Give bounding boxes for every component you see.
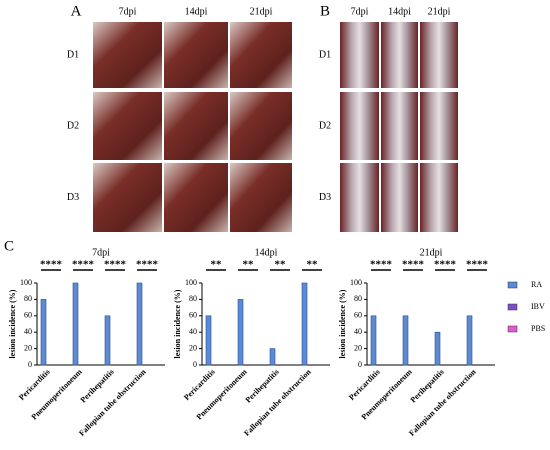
y-tick-label: 80: [24, 294, 32, 303]
significance-label: ****: [104, 259, 127, 271]
significance-label: **: [211, 259, 223, 271]
legend-label: PBS: [531, 324, 545, 333]
y-axis-label: lesion incidence (%): [338, 289, 347, 358]
significance-label: ****: [402, 259, 425, 271]
significance-label: ****: [466, 259, 489, 271]
y-tick-label: 60: [24, 311, 32, 320]
photo: [230, 163, 292, 232]
chart-title: 21dpi: [420, 247, 443, 258]
bar: [40, 299, 47, 366]
y-tick-label: 80: [189, 294, 197, 303]
y-tick-label: 20: [24, 343, 32, 352]
bar: [301, 282, 308, 366]
photo: [381, 22, 418, 88]
legend-swatch: [507, 325, 518, 333]
y-tick-label: 40: [24, 327, 32, 336]
y-tick-label: 100: [185, 278, 197, 287]
y-tick-label: 60: [354, 311, 362, 320]
significance-label: **: [275, 259, 287, 271]
column-label: 14dpi: [185, 6, 208, 17]
photo: [164, 92, 228, 160]
y-axis-label: lesion incidence (%): [8, 289, 17, 358]
photo: [340, 163, 379, 232]
photo: [93, 92, 162, 160]
column-label: 7dpi: [119, 6, 137, 17]
row-label: D3: [319, 192, 331, 203]
bar: [269, 348, 276, 366]
panel-label: A: [71, 3, 82, 19]
y-tick-label: 40: [354, 327, 362, 336]
row-label: D1: [67, 49, 79, 60]
y-tick-label: 40: [189, 327, 197, 336]
column-label: 21dpi: [428, 6, 451, 17]
y-tick-label: 100: [350, 278, 362, 287]
row-label: D2: [67, 120, 79, 131]
bar: [402, 315, 409, 366]
significance-label: ****: [370, 259, 393, 271]
x-tick-label: Fallopian tube obstruction: [407, 367, 478, 438]
significance-label: ****: [72, 259, 95, 271]
significance-label: **: [243, 259, 255, 271]
panel-label: B: [320, 3, 330, 19]
x-tick-label: Fallopian tube obstruction: [242, 367, 313, 438]
photo: [93, 163, 162, 232]
y-axis-label: lesion incidence (%): [173, 289, 182, 358]
significance-label: ****: [434, 259, 457, 271]
y-tick-label: 20: [354, 343, 362, 352]
column-label: 7dpi: [351, 6, 369, 17]
y-tick-label: 0: [28, 360, 32, 369]
photo: [164, 22, 228, 88]
bar: [136, 282, 143, 366]
column-label: 14dpi: [388, 6, 411, 17]
y-tick-label: 0: [193, 360, 197, 369]
row-label: D2: [319, 120, 331, 131]
y-tick-label: 0: [358, 360, 362, 369]
column-label: 21dpi: [250, 6, 273, 17]
photo: [420, 92, 458, 160]
photo: [164, 163, 228, 232]
chart-title: 7dpi: [92, 247, 110, 258]
photo: [340, 22, 379, 88]
bar: [104, 315, 111, 366]
y-tick-label: 20: [189, 343, 197, 352]
photo: [340, 92, 379, 160]
y-tick-label: 80: [354, 294, 362, 303]
photo: [230, 22, 292, 88]
row-label: D1: [319, 49, 331, 60]
legend-label: IBV: [531, 302, 545, 311]
bar: [466, 315, 473, 366]
photo: [420, 22, 458, 88]
photo: [230, 92, 292, 160]
legend-swatch: [507, 281, 518, 289]
significance-label: ****: [40, 259, 63, 271]
bar: [205, 315, 212, 366]
significance-label: ****: [136, 259, 159, 271]
photo: [420, 163, 458, 232]
legend-label: RA: [531, 280, 542, 289]
photo: [381, 92, 418, 160]
x-tick-label: Fallopian tube obstruction: [77, 367, 148, 438]
photo: [381, 163, 418, 232]
row-label: D3: [67, 192, 79, 203]
bar: [72, 282, 79, 366]
panel-label: C: [4, 238, 14, 254]
bar: [434, 331, 441, 366]
chart-title: 14dpi: [255, 247, 278, 258]
bar: [237, 299, 244, 366]
y-tick-label: 100: [20, 278, 32, 287]
y-tick-label: 60: [189, 311, 197, 320]
bar: [370, 315, 377, 366]
photo: [93, 22, 162, 88]
legend-swatch: [507, 303, 518, 311]
significance-label: **: [307, 259, 319, 271]
